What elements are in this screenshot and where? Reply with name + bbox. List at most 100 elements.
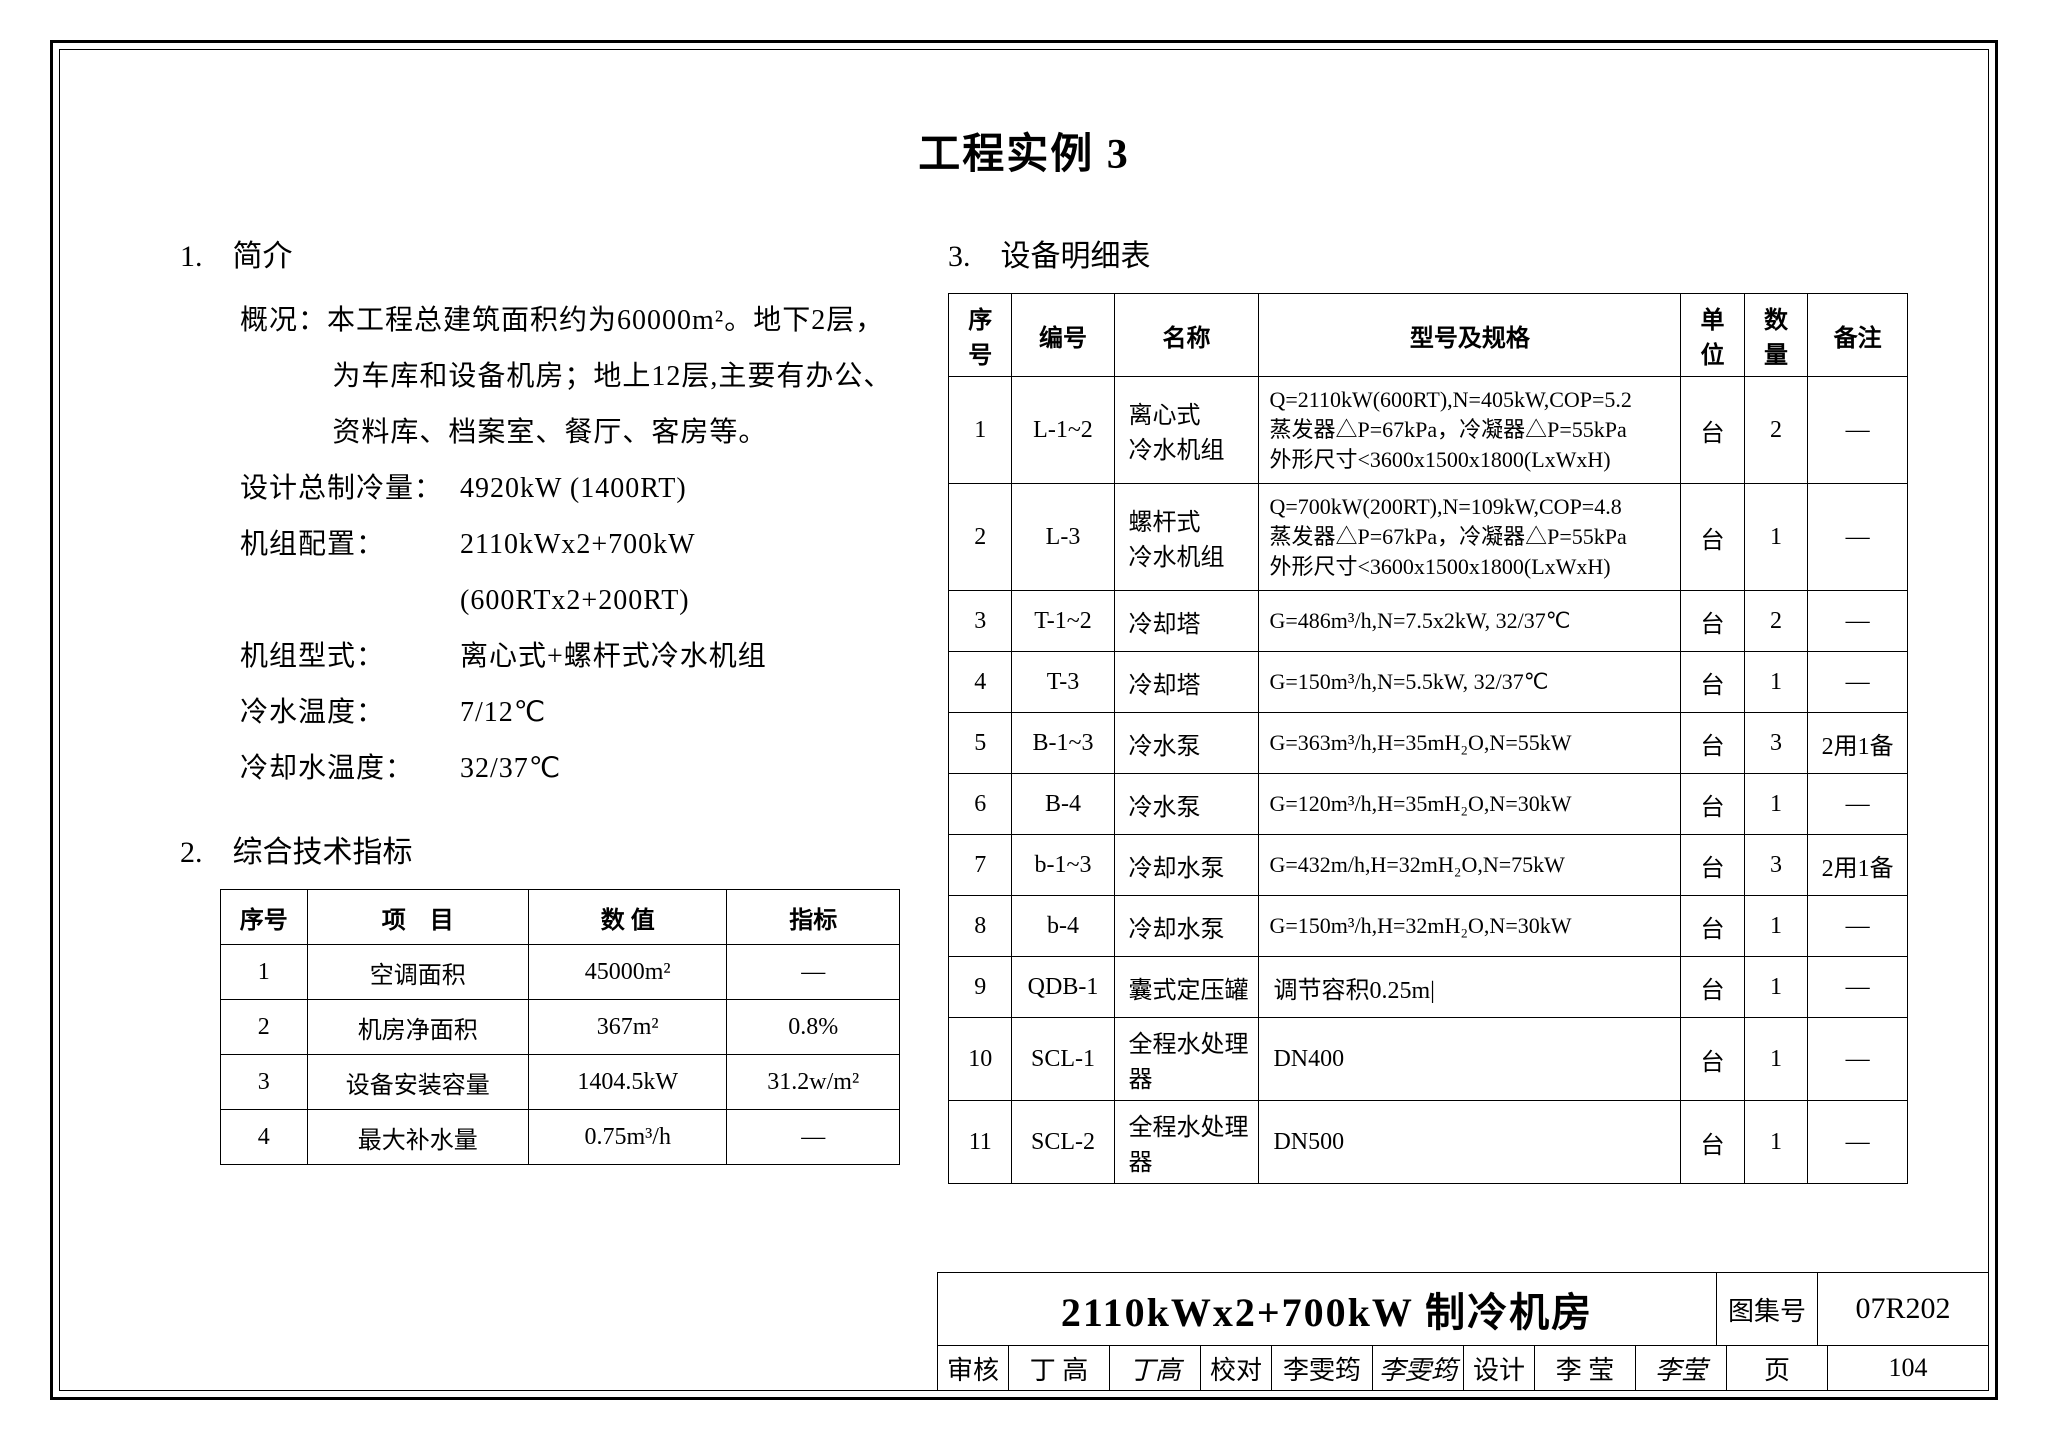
table-row: 3设备安装容量1404.5kW31.2w/m²: [221, 1055, 900, 1110]
intro-block: 概况：本工程总建筑面积约为60000m²。地下2层，为车库和设备机房；地上12层…: [240, 293, 900, 797]
equip-td: G=486m³/h,N=7.5x2kW, 32/37℃: [1259, 591, 1681, 652]
equip-td: 1: [1744, 484, 1807, 591]
equip-td: Q=700kW(200RT),N=109kW,COP=4.8蒸发器△P=67kP…: [1259, 484, 1681, 591]
equipment-table: 序号编号名称型号及规格单位数量备注 1L-1~2离心式冷水机组Q=2110kW(…: [948, 293, 1908, 1184]
tech-td: 45000m²: [528, 945, 727, 1000]
equip-td: —: [1808, 1018, 1908, 1101]
equip-td: 台: [1681, 377, 1744, 484]
table-row: 6B-4冷水泵G=120m³/h,H=35mH₂O,N=30kW台1—: [949, 774, 1908, 835]
tech-td: 0.75m³/h: [528, 1110, 727, 1165]
equip-td: 冷水泵: [1114, 713, 1259, 774]
tech-th: 数 值: [528, 890, 727, 945]
equip-td: G=150m³/h,H=32mH₂O,N=30kW: [1259, 896, 1681, 957]
equip-td: 台: [1681, 1101, 1744, 1184]
equip-td: 1: [1744, 957, 1807, 1018]
equip-td: —: [1808, 957, 1908, 1018]
equip-td: 3: [1744, 835, 1807, 896]
equip-td: 3: [1744, 713, 1807, 774]
equip-td: QDB-1: [1012, 957, 1114, 1018]
spec-key: 机组配置：: [240, 517, 460, 573]
equip-td: 全程水处理器: [1114, 1018, 1259, 1101]
equip-td: —: [1808, 591, 1908, 652]
equip-td: 台: [1681, 1018, 1744, 1101]
tb-signature: 李雯筠: [1373, 1346, 1464, 1390]
tb-name: 李 莹: [1535, 1346, 1636, 1390]
tech-th: 项 目: [307, 890, 528, 945]
title-block: 2110kWx2+700kW 制冷机房 图集号 07R202 审核丁 高丁高校对…: [937, 1272, 1988, 1390]
inner-frame: 工程实例 3 1. 简介 概况：本工程总建筑面积约为60000m²。地下2层，为…: [59, 49, 1989, 1391]
spec-row: 机组配置：2110kWx2+700kW: [240, 517, 900, 573]
tech-td: 31.2w/m²: [727, 1055, 900, 1110]
tb-name: 丁 高: [1009, 1346, 1110, 1390]
drawing-sheet: 工程实例 3 1. 简介 概况：本工程总建筑面积约为60000m²。地下2层，为…: [0, 0, 2048, 1440]
page-number: 104: [1828, 1346, 1988, 1390]
equip-td: G=120m³/h,H=35mH₂O,N=30kW: [1259, 774, 1681, 835]
page-label: 页: [1727, 1346, 1828, 1390]
tb-label: 审核: [938, 1346, 1009, 1390]
table-row: 1空调面积45000m²—: [221, 945, 900, 1000]
equip-td: L-1~2: [1012, 377, 1114, 484]
spec-row: 设计总制冷量：4920kW (1400RT): [240, 461, 900, 517]
equip-td: 10: [949, 1018, 1012, 1101]
overview-label: 概况：: [240, 305, 327, 336]
table-row: 5B-1~3冷水泵G=363m³/h,H=35mH₂O,N=55kW台32用1备: [949, 713, 1908, 774]
equip-td: 6: [949, 774, 1012, 835]
tech-td: 最大补水量: [307, 1110, 528, 1165]
spec-value: 2110kWx2+700kW: [460, 517, 900, 573]
section3-heading: 3. 设备明细表: [948, 231, 1908, 275]
tech-td: 367m²: [528, 1000, 727, 1055]
drawing-title: 2110kWx2+700kW 制冷机房: [938, 1273, 1717, 1345]
equip-td: 1: [1744, 774, 1807, 835]
equip-td: 2用1备: [1808, 835, 1908, 896]
tb-signature: 丁高: [1110, 1346, 1201, 1390]
equip-td: —: [1808, 896, 1908, 957]
equip-td: 冷却塔: [1114, 591, 1259, 652]
spec-value: 离心式+螺杆式冷水机组: [460, 629, 900, 685]
table-row: 8b-4冷却水泵G=150m³/h,H=32mH₂O,N=30kW台1—: [949, 896, 1908, 957]
tech-td: —: [727, 945, 900, 1000]
equip-td: —: [1808, 652, 1908, 713]
left-column: 1. 简介 概况：本工程总建筑面积约为60000m²。地下2层，为车库和设备机房…: [180, 211, 900, 1184]
right-column: 3. 设备明细表 序号编号名称型号及规格单位数量备注 1L-1~2离心式冷水机组…: [948, 211, 1908, 1184]
equip-td: SCL-1: [1012, 1018, 1114, 1101]
tech-td: —: [727, 1110, 900, 1165]
equip-td: 冷却水泵: [1114, 835, 1259, 896]
spec-row: (600RTx2+200RT): [240, 573, 900, 629]
equip-td: 11: [949, 1101, 1012, 1184]
equip-th: 名称: [1114, 294, 1259, 377]
equip-td: 5: [949, 713, 1012, 774]
tb-name: 李雯筠: [1272, 1346, 1373, 1390]
spec-key: 设计总制冷量：: [240, 461, 460, 517]
table-row: 2机房净面积367m²0.8%: [221, 1000, 900, 1055]
table-row: 4最大补水量0.75m³/h—: [221, 1110, 900, 1165]
tech-td: 2: [221, 1000, 308, 1055]
equip-td: 台: [1681, 484, 1744, 591]
equip-td: 8: [949, 896, 1012, 957]
album-label: 图集号: [1717, 1273, 1818, 1345]
tech-td: 1404.5kW: [528, 1055, 727, 1110]
equip-th: 数量: [1744, 294, 1807, 377]
equip-td: 2用1备: [1808, 713, 1908, 774]
equip-td: 1: [949, 377, 1012, 484]
equip-td: B-1~3: [1012, 713, 1114, 774]
equip-td: 1: [1744, 1101, 1807, 1184]
overview-text: 概况：本工程总建筑面积约为60000m²。地下2层，为车库和设备机房；地上12层…: [240, 293, 900, 461]
equip-td: 9: [949, 957, 1012, 1018]
equip-td: G=363m³/h,H=35mH₂O,N=55kW: [1259, 713, 1681, 774]
table-row: 7b-1~3冷却水泵G=432m/h,H=32mH₂O,N=75kW台32用1备: [949, 835, 1908, 896]
spec-key: 机组型式：: [240, 629, 460, 685]
equip-td: DN500: [1259, 1101, 1681, 1184]
equip-th: 编号: [1012, 294, 1114, 377]
equip-td: 螺杆式冷水机组: [1114, 484, 1259, 591]
table-row: 11SCL-2全程水处理器DN500台1—: [949, 1101, 1908, 1184]
equip-td: DN400: [1259, 1018, 1681, 1101]
equip-td: 1: [1744, 652, 1807, 713]
table-row: 9QDB-1囊式定压罐调节容积0.25m|台1—: [949, 957, 1908, 1018]
tech-td: 空调面积: [307, 945, 528, 1000]
equip-td: B-4: [1012, 774, 1114, 835]
equip-td: —: [1808, 774, 1908, 835]
tech-indicator-table: 序号项 目数 值指标 1空调面积45000m²—2机房净面积367m²0.8%3…: [220, 889, 900, 1165]
table-row: 10SCL-1全程水处理器DN400台1—: [949, 1018, 1908, 1101]
equip-td: 1: [1744, 896, 1807, 957]
album-value: 07R202: [1818, 1273, 1988, 1345]
